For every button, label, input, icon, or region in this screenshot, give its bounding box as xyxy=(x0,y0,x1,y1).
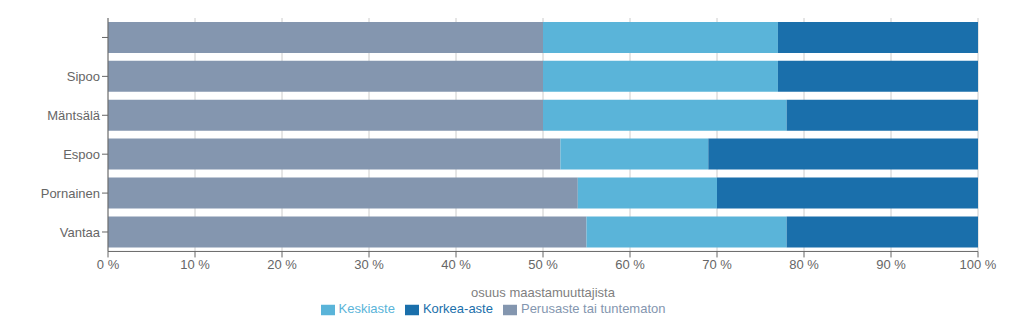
svg-text:60 %: 60 % xyxy=(615,257,645,272)
svg-text:80 %: 80 % xyxy=(789,257,819,272)
svg-text:50 %: 50 % xyxy=(528,257,558,272)
svg-text:40 %: 40 % xyxy=(441,257,471,272)
svg-text:0 %: 0 % xyxy=(97,257,120,272)
svg-text:10 %: 10 % xyxy=(180,257,210,272)
svg-text:Espoo: Espoo xyxy=(63,147,100,162)
svg-text:20 %: 20 % xyxy=(267,257,297,272)
svg-text:90 %: 90 % xyxy=(876,257,906,272)
svg-text:osuus maastamuuttajista: osuus maastamuuttajista xyxy=(471,285,616,300)
svg-text:Mäntsälä: Mäntsälä xyxy=(47,108,101,123)
svg-text:Sipoo: Sipoo xyxy=(67,69,100,84)
html-text:Korkea-aste: Korkea-aste xyxy=(422,301,493,317)
html-text:Keskiaste: Keskiaste xyxy=(338,301,395,317)
svg-text:100 %: 100 % xyxy=(960,257,997,272)
svg-text:70 %: 70 % xyxy=(702,257,732,272)
html-text:Perusaste tai tuntematon: Perusaste tai tuntematon xyxy=(521,301,666,317)
svg-text:Pornainen: Pornainen xyxy=(41,186,100,201)
svg-text:30 %: 30 % xyxy=(354,257,384,272)
svg-text:Vantaa: Vantaa xyxy=(60,225,101,240)
